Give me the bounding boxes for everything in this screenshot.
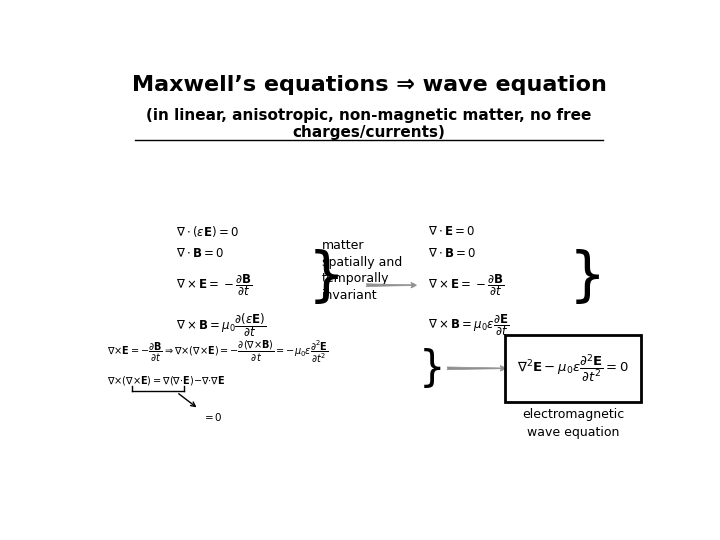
Text: electromagnetic
wave equation: electromagnetic wave equation — [522, 408, 624, 439]
Text: $\}$: $\}$ — [567, 247, 600, 306]
Text: (in linear, anisotropic, non-magnetic matter, no free: (in linear, anisotropic, non-magnetic ma… — [146, 109, 592, 124]
Text: $\nabla \times \mathbf{E} = -\dfrac{\partial \mathbf{B}}{\partial t}$: $\nabla \times \mathbf{E} = -\dfrac{\par… — [428, 272, 504, 298]
Text: matter
spatially and
temporally
invariant: matter spatially and temporally invarian… — [322, 239, 402, 302]
Text: charges/currents): charges/currents) — [292, 125, 446, 140]
Text: Maxwell’s equations ⇒ wave equation: Maxwell’s equations ⇒ wave equation — [132, 75, 606, 95]
Text: $\nabla \cdot \mathbf{E} = 0$: $\nabla \cdot \mathbf{E} = 0$ — [428, 225, 475, 238]
Text: $\nabla \times \mathbf{E} = -\dfrac{\partial \mathbf{B}}{\partial t}$: $\nabla \times \mathbf{E} = -\dfrac{\par… — [176, 272, 253, 298]
Text: $=0$: $=0$ — [202, 411, 222, 423]
Text: $\}$: $\}$ — [418, 346, 441, 390]
Text: $\nabla \cdot \mathbf{B} = 0$: $\nabla \cdot \mathbf{B} = 0$ — [176, 247, 225, 260]
FancyBboxPatch shape — [505, 335, 642, 402]
Text: $\nabla \times \mathbf{B} = \mu_0 \varepsilon \dfrac{\partial \mathbf{E}}{\parti: $\nabla \times \mathbf{B} = \mu_0 \varep… — [428, 312, 509, 338]
Text: $\nabla^2\mathbf{E} - \mu_0\varepsilon\dfrac{\partial^2\mathbf{E}}{\partial t^2}: $\nabla^2\mathbf{E} - \mu_0\varepsilon\d… — [517, 353, 629, 384]
Text: $\nabla{\times}(\nabla{\times}\mathbf{E}){=}\nabla(\nabla{\cdot}\mathbf{E}){-}\n: $\nabla{\times}(\nabla{\times}\mathbf{E}… — [107, 374, 225, 387]
Text: $\nabla \times \mathbf{B} = \mu_0 \dfrac{\partial(\varepsilon\mathbf{E})}{\parti: $\nabla \times \mathbf{B} = \mu_0 \dfrac… — [176, 311, 267, 339]
Text: $\}$: $\}$ — [307, 247, 338, 306]
Text: $\nabla \cdot (\varepsilon\mathbf{E}) = 0$: $\nabla \cdot (\varepsilon\mathbf{E}) = … — [176, 224, 239, 239]
Text: $\nabla{\times}\mathbf{E}{=}{-}\dfrac{\partial \mathbf{B}}{\partial t}{\Rightarr: $\nabla{\times}\mathbf{E}{=}{-}\dfrac{\p… — [107, 338, 328, 365]
Text: $\nabla \cdot \mathbf{B} = 0$: $\nabla \cdot \mathbf{B} = 0$ — [428, 247, 476, 260]
